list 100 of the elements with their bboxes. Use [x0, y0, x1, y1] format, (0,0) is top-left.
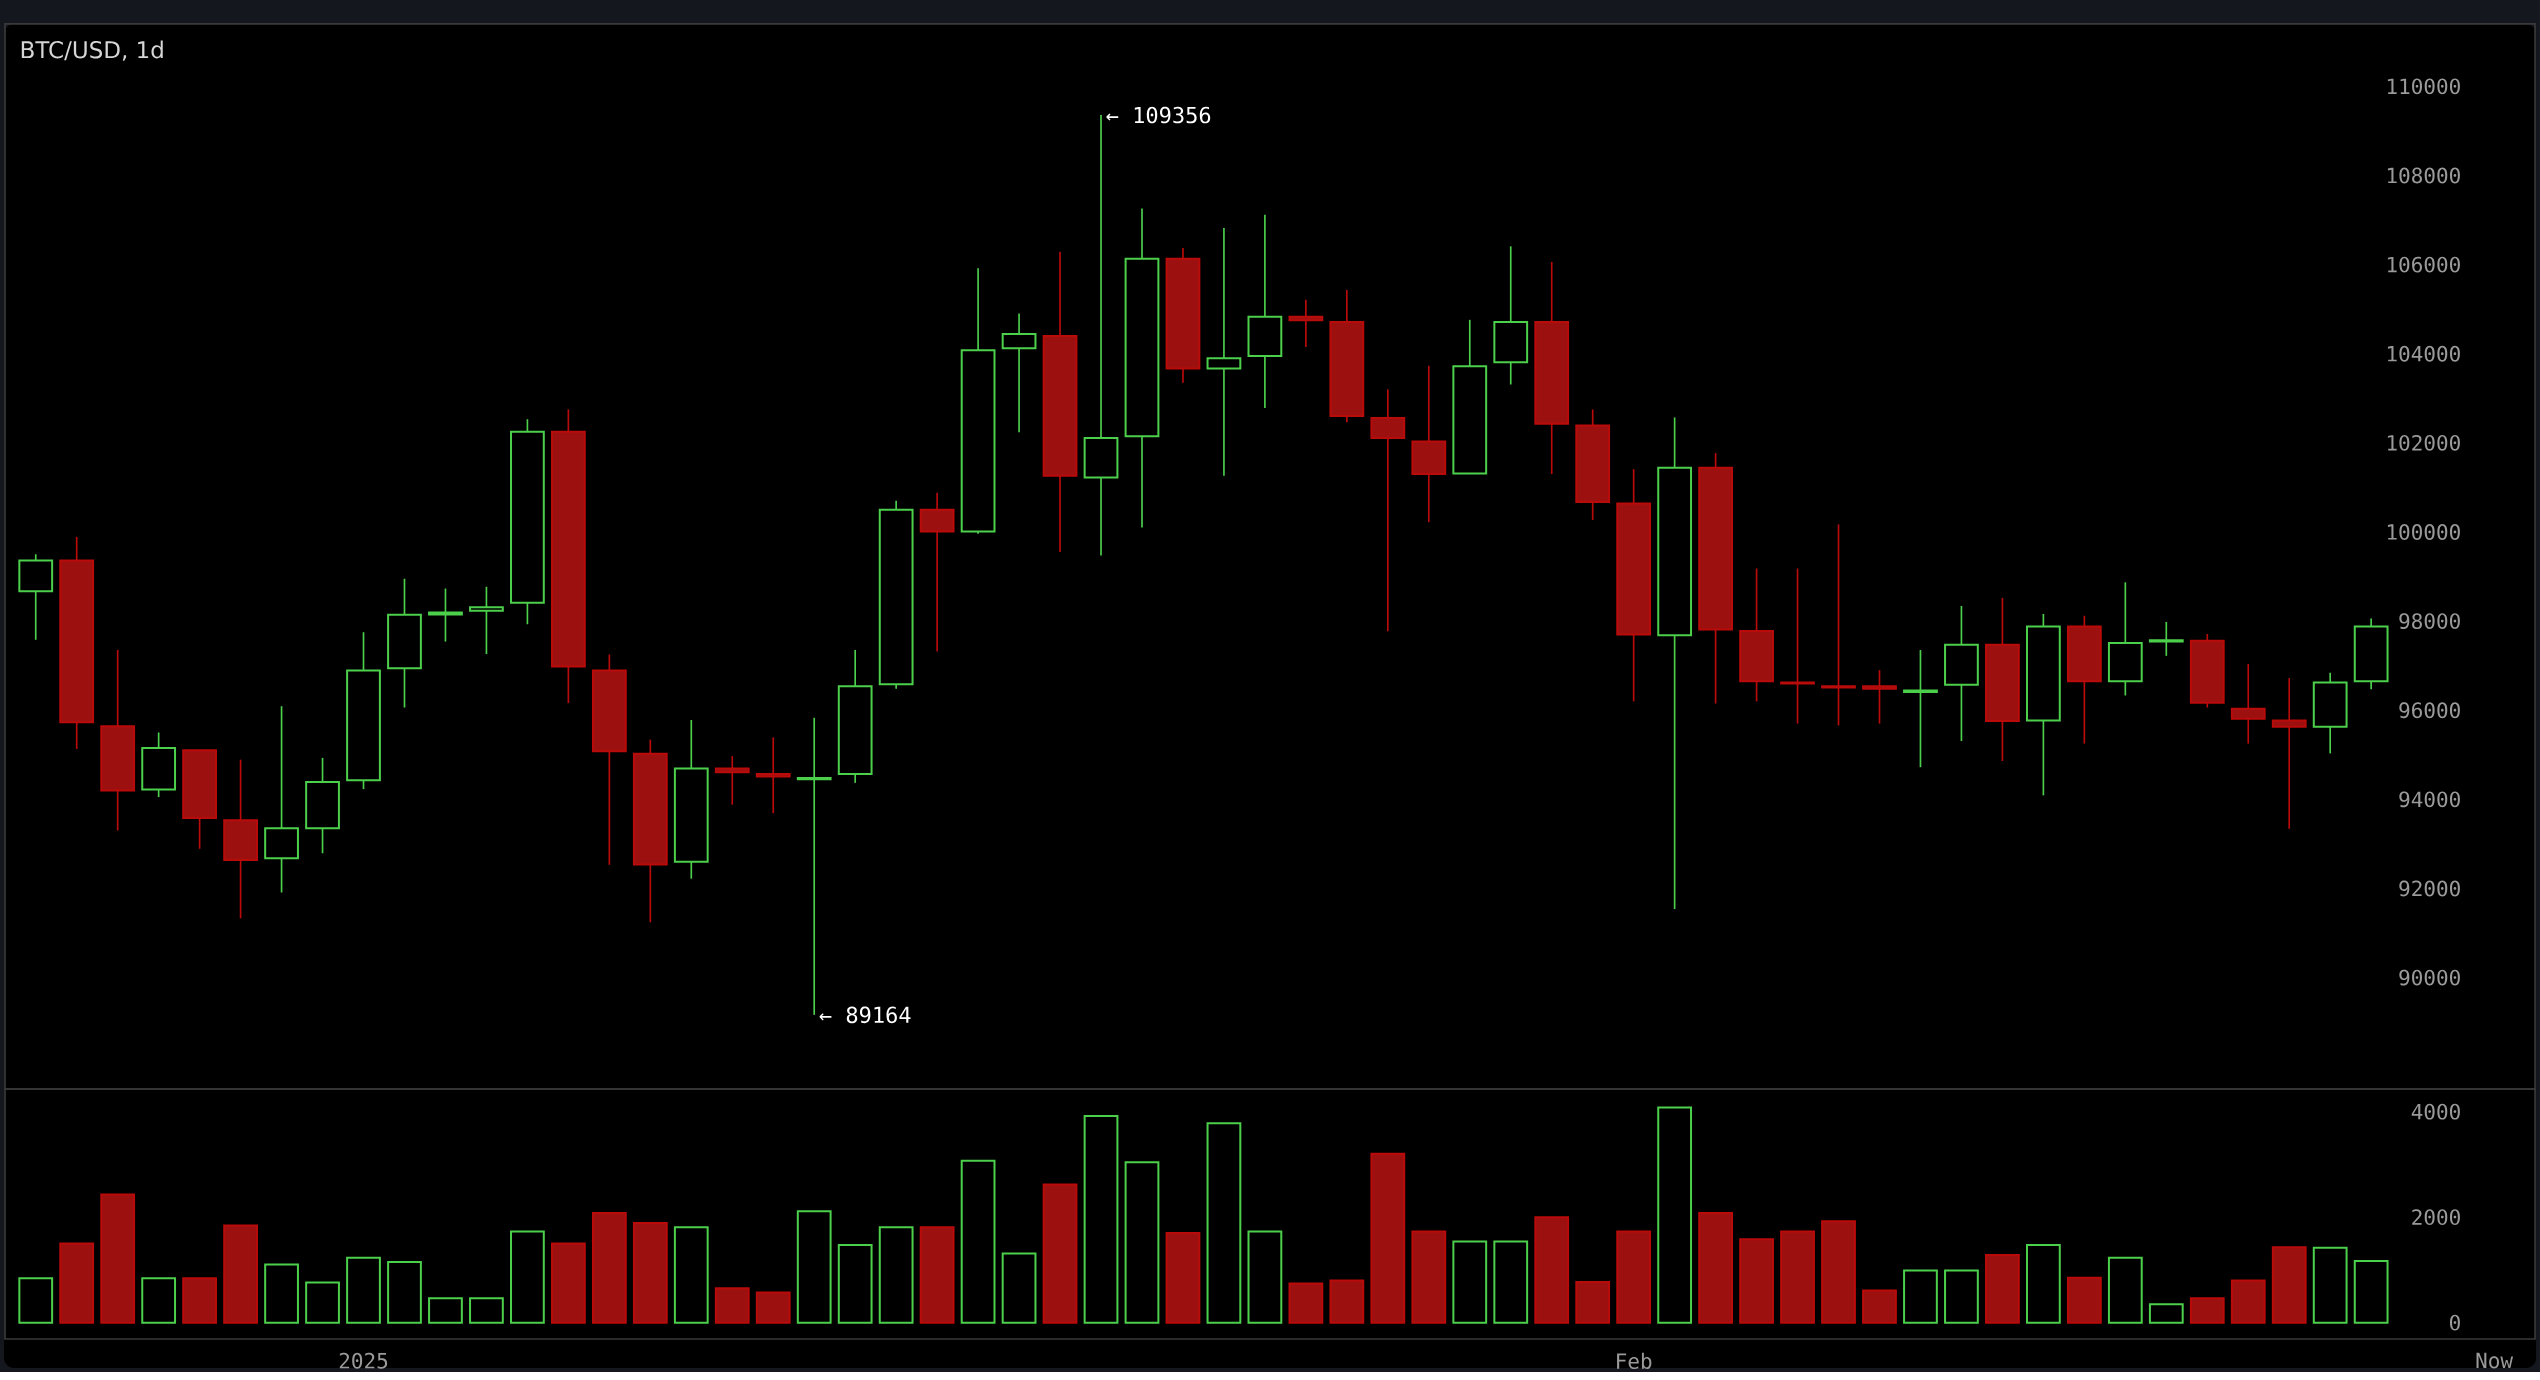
bar [632, 1221, 668, 1324]
candlestick [59, 535, 95, 750]
bar [550, 1242, 586, 1324]
bar [469, 1297, 504, 1324]
bar [591, 1211, 627, 1324]
bar [1780, 1230, 1815, 1324]
candlestick [1124, 207, 1160, 529]
candlestick [1001, 312, 1037, 433]
bar [2025, 1244, 2061, 1324]
bar [1083, 1114, 1119, 1324]
bar [2312, 1246, 2348, 1324]
candlestick [919, 491, 955, 653]
y-tick-label: 98000 [2399, 613, 2460, 629]
y-tick-label: 96000 [2399, 702, 2460, 719]
bar [264, 1263, 299, 1324]
candlestick [387, 577, 422, 709]
bar [387, 1260, 422, 1324]
x-tick-label: Feb [1617, 1352, 1652, 1369]
bar [510, 1230, 545, 1324]
candlestick [632, 738, 668, 924]
y-tick-label: 108000 [2387, 167, 2460, 184]
bar [1001, 1252, 1037, 1324]
candlestick [1329, 289, 1365, 424]
candlestick [2107, 581, 2143, 697]
y-tick-label: 0 [2449, 1314, 2460, 1331]
candlestick [2271, 677, 2307, 830]
bar [1452, 1240, 1488, 1324]
bar [1329, 1279, 1365, 1324]
bar [1903, 1269, 1938, 1324]
y-tick-label: 102000 [2387, 434, 2460, 451]
bar [796, 1210, 832, 1324]
bar [428, 1297, 463, 1324]
candlestick [1903, 649, 1938, 769]
y-tick-label: 106000 [2387, 256, 2460, 273]
bar [1370, 1152, 1406, 1324]
bar [100, 1193, 136, 1324]
bar [346, 1256, 381, 1324]
bar [1288, 1282, 1324, 1324]
candlestick [2148, 621, 2184, 657]
bar [1698, 1211, 1733, 1324]
bar [1862, 1289, 1897, 1324]
candlestick [1247, 213, 1283, 409]
bar [1206, 1122, 1242, 1324]
candlestick [1370, 388, 1406, 633]
bar [141, 1277, 177, 1324]
annotation: ← 89164 [819, 1006, 911, 1024]
bar [1657, 1106, 1693, 1324]
candlestick [264, 705, 299, 894]
bar [1944, 1269, 1979, 1324]
bar [1493, 1240, 1529, 1324]
bar [2271, 1246, 2307, 1324]
bar [878, 1226, 914, 1324]
candlestick [100, 649, 136, 832]
bar [305, 1281, 340, 1324]
candlestick [1575, 408, 1611, 521]
candlestick [1042, 250, 1078, 553]
candlestick [1206, 227, 1242, 477]
candlestick [2189, 633, 2225, 709]
y-tick-label: 2000 [2412, 1209, 2460, 1226]
bar [1534, 1216, 1570, 1324]
bar [1575, 1280, 1611, 1324]
candlestick [223, 758, 258, 920]
bar [182, 1277, 218, 1324]
bar [960, 1159, 996, 1324]
x-tick-label: Now [2476, 1352, 2514, 1369]
candlestick [2353, 617, 2389, 691]
candlestick [1165, 247, 1201, 384]
candlestick [2230, 662, 2266, 745]
candlestick [469, 585, 504, 655]
candlestick [1083, 114, 1119, 557]
bar [18, 1277, 54, 1324]
y-tick-label: 110000 [2387, 78, 2460, 95]
candlestick [1944, 605, 1979, 742]
bar [2107, 1256, 2143, 1324]
bar [1821, 1220, 1856, 1324]
candlestick [1411, 364, 1447, 523]
annotation: ← 109356 [1106, 106, 1211, 124]
candlestick [1657, 416, 1693, 910]
x-tick-label: 2025 [339, 1352, 388, 1369]
bar [1124, 1161, 1160, 1324]
y-tick-label: 94000 [2399, 791, 2460, 808]
candlestick [1616, 468, 1652, 703]
candlestick [550, 408, 586, 704]
candlestick [2312, 671, 2348, 755]
bar [1739, 1238, 1774, 1324]
bar [2066, 1276, 2102, 1324]
y-tick-label: 90000 [2399, 969, 2460, 986]
candlestick [305, 756, 340, 855]
bar [59, 1242, 95, 1324]
bar [714, 1287, 750, 1324]
candlestick [755, 736, 791, 814]
bar [1616, 1230, 1652, 1324]
bar [2353, 1259, 2389, 1324]
y-tick-label: 92000 [2399, 880, 2460, 897]
bar [919, 1226, 955, 1324]
candlestick [1985, 597, 2020, 762]
y-tick-label: 4000 [2411, 1103, 2460, 1120]
bar [223, 1224, 258, 1324]
bar [755, 1291, 791, 1324]
candlestick [1534, 261, 1570, 475]
